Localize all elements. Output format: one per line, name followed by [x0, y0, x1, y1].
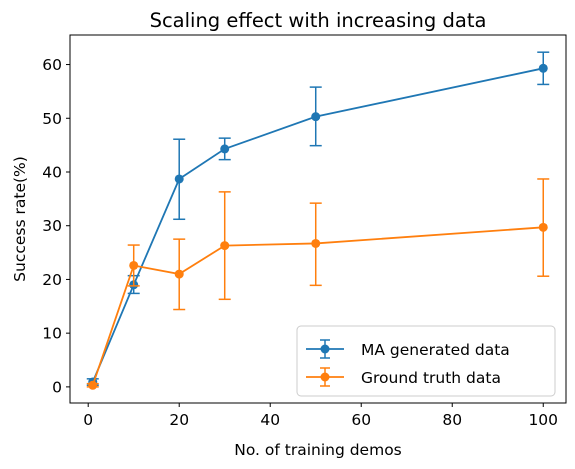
data-point: [129, 260, 139, 270]
legend-item: Ground truth data: [306, 367, 501, 387]
x-tick-label: 0: [83, 411, 93, 429]
y-tick-label: 30: [42, 217, 62, 235]
y-tick-label: 0: [52, 378, 62, 396]
series-line: [91, 226, 544, 386]
x-tick-label: 60: [351, 411, 371, 429]
y-tick-label: 60: [42, 56, 62, 74]
series-line: [91, 67, 544, 383]
y-axis-label: Success rate(%): [11, 156, 29, 282]
data-point: [538, 222, 548, 232]
data-point: [311, 238, 321, 248]
plot-area: [86, 51, 550, 390]
x-tick-label: 20: [169, 411, 189, 429]
y-tick-label: 10: [42, 325, 62, 343]
y-tick-label: 40: [42, 163, 62, 181]
x-tick-label: 40: [260, 411, 280, 429]
legend-marker: [320, 344, 330, 354]
data-point: [220, 144, 230, 154]
series-2: [86, 178, 550, 390]
data-point: [220, 241, 230, 251]
legend-label: MA generated data: [361, 341, 510, 359]
y-axis: 0 10 20 30 40 50 60: [42, 56, 70, 396]
legend-marker: [320, 372, 330, 382]
chart-title: Scaling effect with increasing data: [150, 9, 487, 32]
data-point: [88, 380, 98, 390]
x-axis-label: No. of training demos: [234, 441, 402, 459]
x-axis: 0 20 40 60 80 100: [83, 403, 558, 429]
data-point: [538, 63, 548, 73]
legend: MA generated data Ground truth data: [296, 325, 556, 397]
legend-label: Ground truth data: [361, 369, 501, 387]
x-tick-label: 100: [528, 411, 558, 429]
legend-item: MA generated data: [306, 339, 510, 359]
data-point: [174, 269, 184, 279]
data-point: [311, 112, 321, 122]
y-tick-label: 50: [42, 110, 62, 128]
plot-frame: [69, 34, 567, 404]
data-point: [174, 174, 184, 184]
x-tick-label: 80: [442, 411, 462, 429]
legend-box: [296, 325, 556, 397]
y-tick-label: 20: [42, 271, 62, 289]
